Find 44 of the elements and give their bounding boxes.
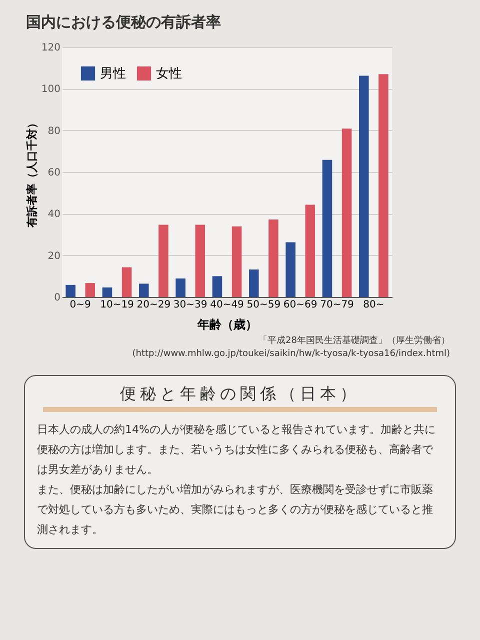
x-tick-label: 40~49 <box>210 300 244 310</box>
bar <box>378 74 388 297</box>
x-tick-label: 10~19 <box>100 300 134 310</box>
y-tick-label: 0 <box>54 292 60 304</box>
bar <box>322 160 332 297</box>
x-tick-label: 0~9 <box>70 300 91 310</box>
y-tick-label: 120 <box>41 42 60 54</box>
chart-title: 国内における便秘の有訴者率 <box>26 13 221 31</box>
legend-label: 男性 <box>100 66 126 82</box>
x-tick-label: 20~29 <box>136 300 171 310</box>
bar <box>212 276 222 297</box>
text: (http://www.mhlw.go.jp/toukei/saikin/hw/k-tyosa/k-tyosa16/index.html) <box>131 348 450 361</box>
bar <box>232 226 242 297</box>
x-tick-label: 80~ <box>363 300 384 310</box>
legend-label: 女性 <box>156 66 182 82</box>
x-tick-label: 50~59 <box>246 300 281 310</box>
bar <box>66 284 76 297</box>
text: また、便秘は加齢にしたがい増加がみられますが、医療機関を受診せずに市販薬で対処している方も多いため、実際にはもっと多くの方が便秘を感じていると推測されます。 <box>37 482 434 538</box>
text: 日本人の成人の約14%の人が便秘を感じていると報告されています。加齢と共に便秘の方は増加します。また、若いうちは女性に多くみられる便秘も、高齢者では男女差がありません。 <box>37 422 436 478</box>
x-tick-label: 60~69 <box>283 300 318 310</box>
bar <box>85 283 95 297</box>
bar <box>286 242 296 297</box>
bar <box>359 76 369 297</box>
bar <box>176 278 186 297</box>
x-tick-label: 70~79 <box>320 300 354 310</box>
bar <box>305 204 315 297</box>
y-tick-label: 80 <box>48 126 60 137</box>
bar <box>249 270 259 297</box>
bar <box>268 220 278 297</box>
text: 便秘と年齢の関係（日本） <box>43 384 437 412</box>
x-axis-title: 年齢（歳） <box>196 318 258 332</box>
bar <box>122 267 132 297</box>
bar <box>342 128 352 297</box>
bar <box>195 224 205 297</box>
y-tick-label: 100 <box>41 84 60 96</box>
text: 「平成28年国民生活基礎調査」（厚生労働省） <box>258 335 450 348</box>
bar <box>158 224 168 297</box>
y-axis-title: 有訴者率（人口千対） <box>25 118 38 228</box>
y-tick-label: 40 <box>48 209 60 220</box>
bar <box>139 284 149 297</box>
x-tick-label: 30~39 <box>173 300 208 310</box>
y-tick-label: 20 <box>48 250 60 262</box>
y-tick-label: 60 <box>48 168 60 178</box>
bar <box>102 287 112 297</box>
